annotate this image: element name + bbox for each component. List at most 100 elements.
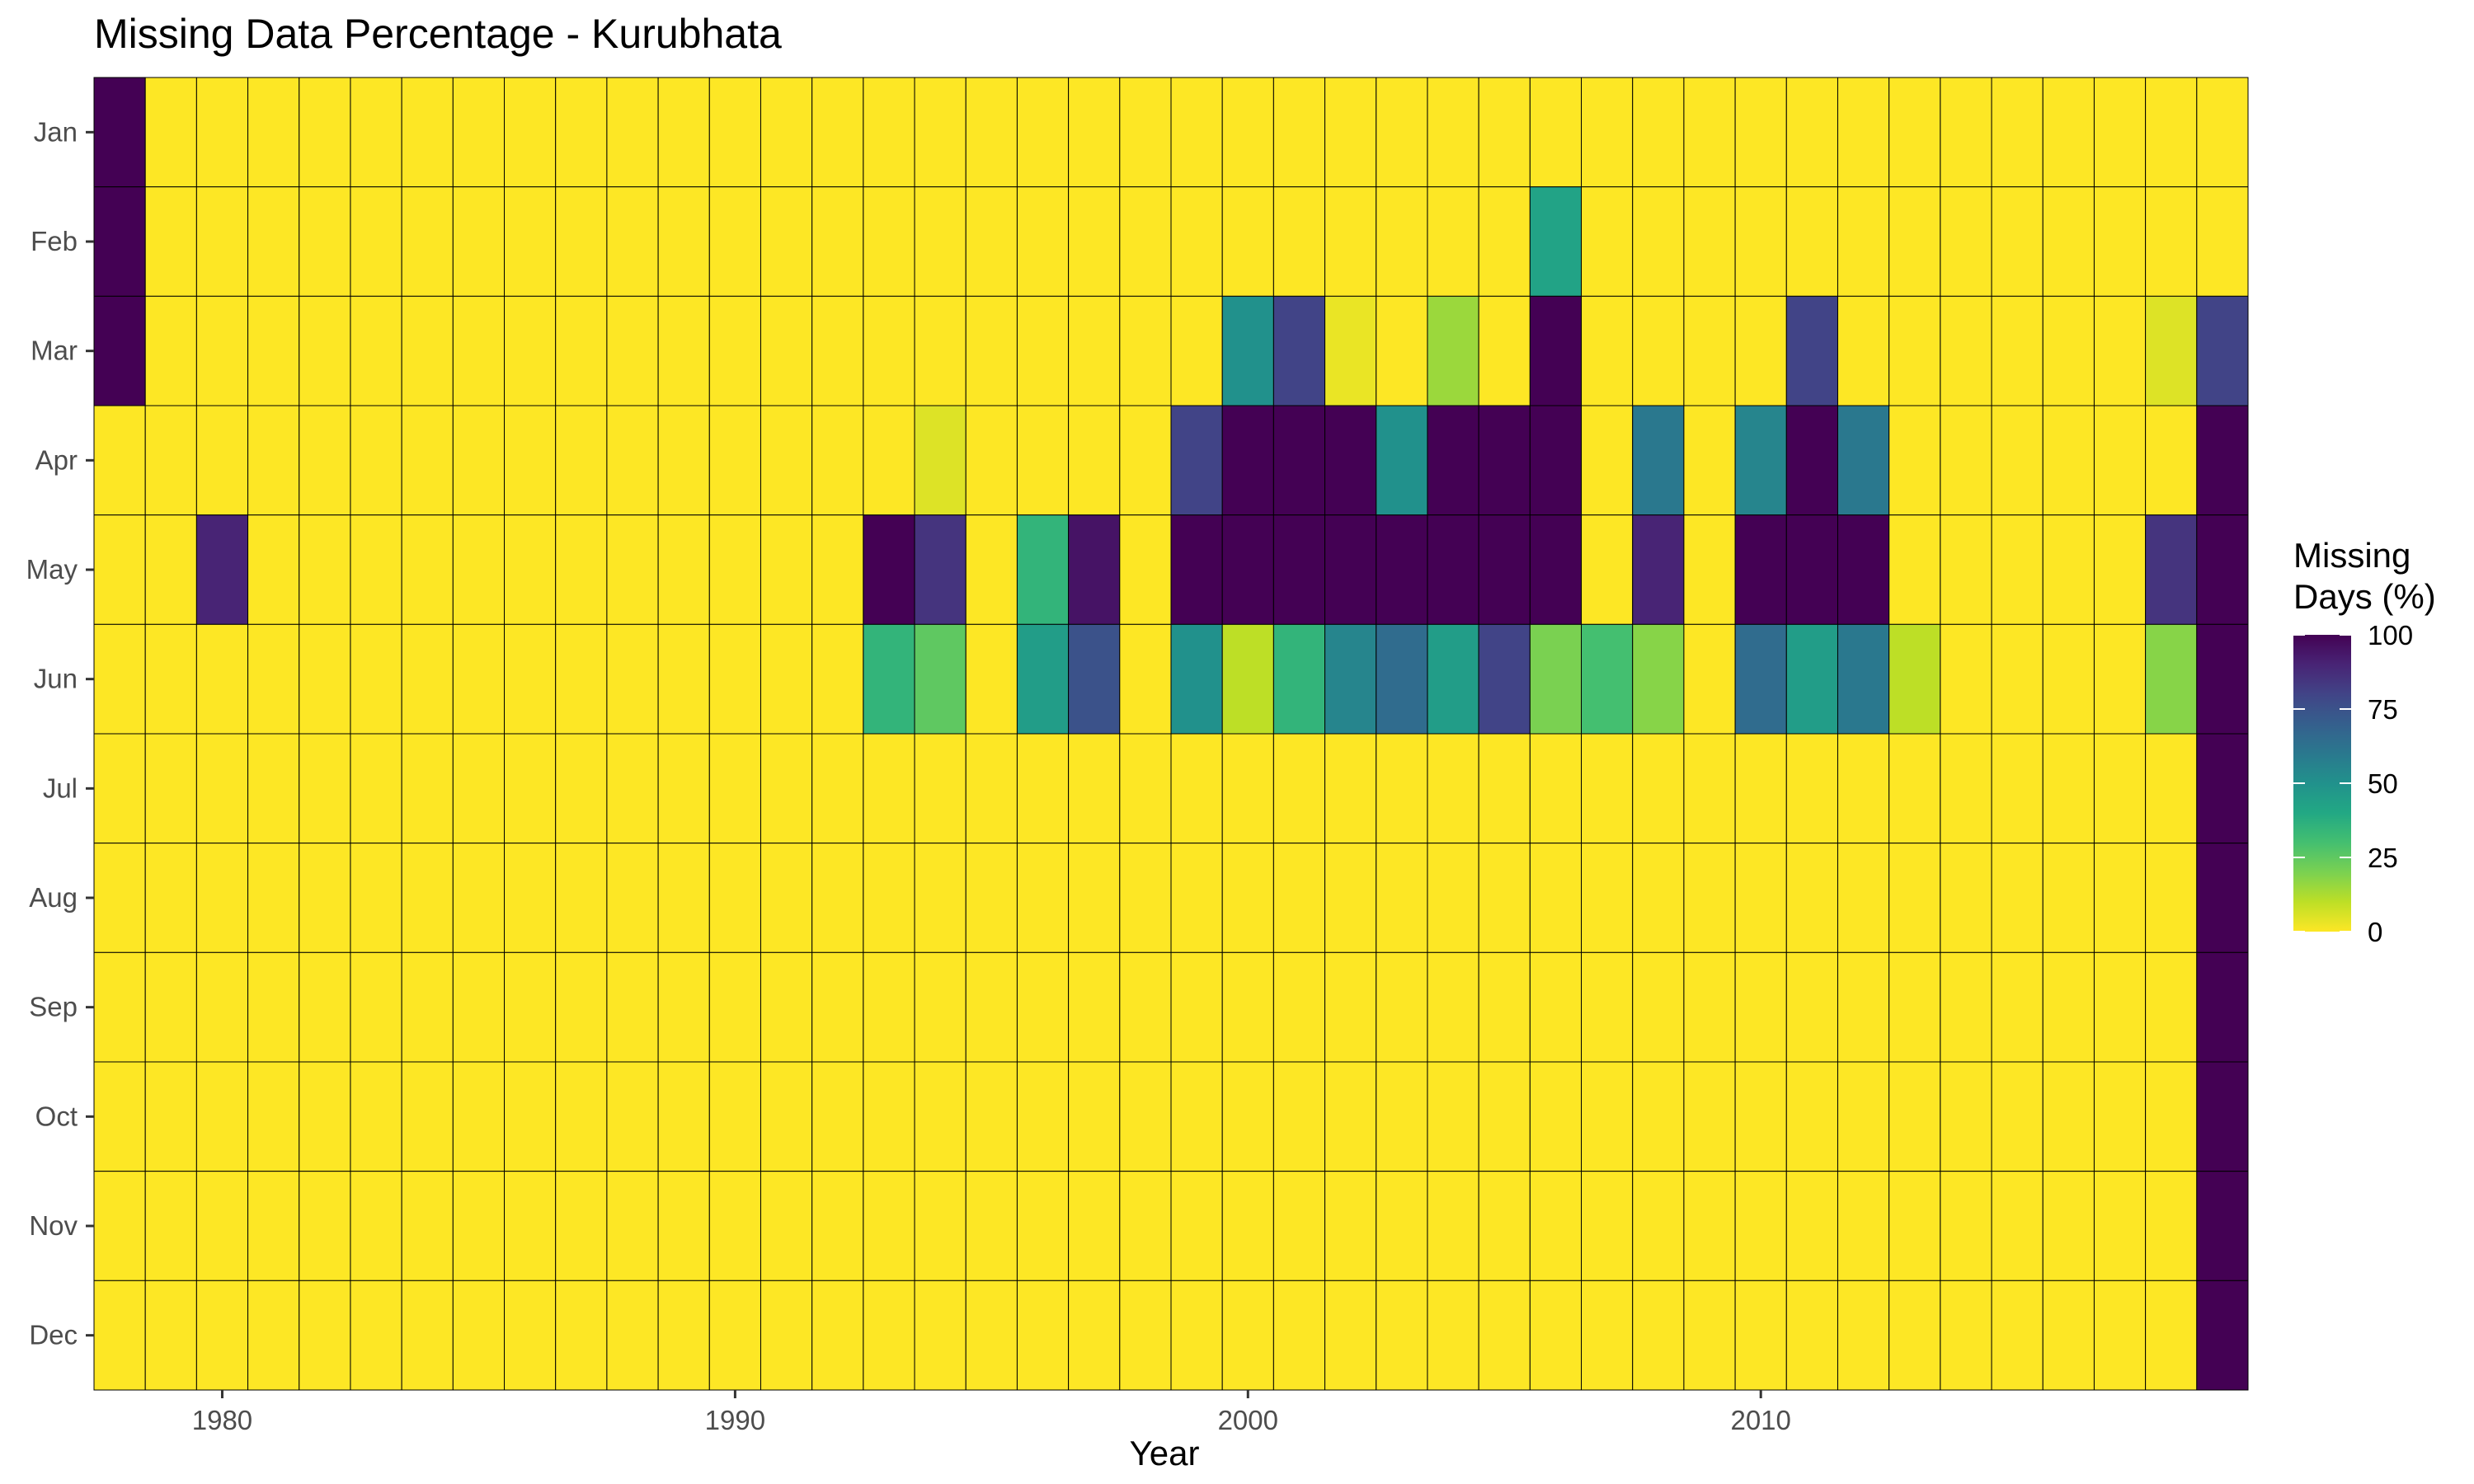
heatmap-cell-nov-2010 (1734, 1171, 1787, 1281)
heatmap-cell-mar-2007 (1581, 295, 1634, 406)
heatmap-cell-dec-2015 (1991, 1280, 2044, 1391)
heatmap-cell-feb-1994 (914, 186, 967, 297)
heatmap-cell-may-2014 (1940, 514, 1992, 625)
heatmap-cell-may-2006 (1529, 514, 1583, 625)
heatmap-cell-mar-1985 (452, 295, 506, 406)
heatmap-cell-feb-1992 (811, 186, 864, 297)
heatmap-cell-may-1978 (93, 514, 146, 625)
heatmap-cell-apr-1981 (247, 405, 300, 516)
heatmap-cell-oct-1992 (811, 1061, 864, 1172)
heatmap-cell-oct-2004 (1427, 1061, 1479, 1172)
heatmap-cell-aug-1980 (195, 843, 249, 953)
heatmap-cell-apr-2015 (1991, 405, 2044, 516)
heatmap-cell-dec-2001 (1272, 1280, 1326, 1391)
heatmap-cell-nov-2015 (1991, 1171, 2044, 1281)
heatmap-cell-jan-2006 (1529, 77, 1583, 188)
heatmap-cell-jun-1997 (1068, 623, 1121, 735)
heatmap-cell-oct-1988 (606, 1061, 659, 1172)
heatmap-cell-feb-2009 (1683, 186, 1736, 297)
heatmap-cell-mar-2001 (1272, 295, 1326, 406)
heatmap-cell-jan-2001 (1272, 77, 1326, 188)
heatmap-cell-dec-1981 (247, 1280, 300, 1391)
heatmap-cell-feb-2016 (2042, 186, 2095, 297)
heatmap-cell-sep-1987 (555, 951, 608, 1063)
heatmap-cell-may-2004 (1427, 514, 1479, 625)
heatmap-cell-jul-1991 (760, 733, 813, 844)
heatmap-cell-nov-2012 (1837, 1171, 1890, 1281)
x-axis-title: Year (1130, 1434, 1200, 1472)
heatmap-cell-jul-1980 (195, 733, 249, 844)
heatmap-cell-sep-2017 (2093, 951, 2147, 1063)
heatmap-cell-apr-2019 (2196, 405, 2249, 516)
heatmap-cell-apr-1991 (760, 405, 813, 516)
heatmap-cell-sep-2012 (1837, 951, 1890, 1063)
heatmap-cell-jul-1988 (606, 733, 659, 844)
heatmap-cell-jul-2000 (1221, 733, 1274, 844)
heatmap-cell-mar-2002 (1324, 295, 1377, 406)
heatmap-cell-jul-2005 (1478, 733, 1531, 844)
heatmap-cell-mar-2004 (1427, 295, 1479, 406)
heatmap-cell-oct-2014 (1940, 1061, 1992, 1172)
heatmap-cell-jul-2008 (1632, 733, 1685, 844)
heatmap-cell-aug-1999 (1170, 843, 1223, 953)
heatmap-cell-aug-2004 (1427, 843, 1479, 953)
heatmap-cell-mar-1993 (863, 295, 915, 406)
heatmap-cell-mar-1980 (195, 295, 249, 406)
heatmap-cell-jun-1993 (863, 623, 915, 735)
heatmap-cell-jan-2014 (1940, 77, 1992, 188)
heatmap-cell-jul-1997 (1068, 733, 1121, 844)
heatmap-cell-mar-2006 (1529, 295, 1583, 406)
heatmap-cell-mar-1999 (1170, 295, 1223, 406)
heatmap-cell-oct-2001 (1272, 1061, 1326, 1172)
heatmap-cell-jan-2011 (1785, 77, 1838, 188)
heatmap-cell-jun-2013 (1888, 623, 1941, 735)
heatmap-cell-may-1991 (760, 514, 813, 625)
heatmap-cell-mar-1998 (1119, 295, 1172, 406)
heatmap-cell-aug-1979 (144, 843, 197, 953)
heatmap-cell-sep-1980 (195, 951, 249, 1063)
heatmap-cell-dec-2014 (1940, 1280, 1992, 1391)
heatmap-cell-aug-1978 (93, 843, 146, 953)
heatmap-cell-mar-1984 (401, 295, 454, 406)
heatmap-cell-dec-1999 (1170, 1280, 1223, 1391)
heatmap-cell-dec-2013 (1888, 1280, 1941, 1391)
heatmap-cell-nov-1983 (350, 1171, 402, 1281)
heatmap-cell-feb-2012 (1837, 186, 1890, 297)
heatmap-cell-jul-2017 (2093, 733, 2147, 844)
heatmap-cell-jun-2011 (1785, 623, 1838, 735)
heatmap-cell-sep-1981 (247, 951, 300, 1063)
heatmap-cell-aug-2006 (1529, 843, 1583, 953)
heatmap-cell-apr-1982 (299, 405, 351, 516)
heatmap-cell-feb-1982 (299, 186, 351, 297)
heatmap-cell-mar-1986 (504, 295, 557, 406)
heatmap-cell-dec-2008 (1632, 1280, 1685, 1391)
heatmap-cell-aug-1985 (452, 843, 506, 953)
heatmap-cell-sep-1995 (965, 951, 1018, 1063)
heatmap-cell-oct-1994 (914, 1061, 967, 1172)
heatmap-cell-apr-1989 (657, 405, 710, 516)
heatmap-cell-mar-1994 (914, 295, 967, 406)
heatmap-cell-jul-2019 (2196, 733, 2249, 844)
heatmap-cell-apr-2013 (1888, 405, 1941, 516)
heatmap-cell-sep-2005 (1478, 951, 1531, 1063)
heatmap-cell-sep-1996 (1016, 951, 1070, 1063)
heatmap-cell-may-1992 (811, 514, 864, 625)
y-tick-label-feb: Feb (31, 226, 78, 256)
heatmap-cell-jan-2019 (2196, 77, 2249, 188)
heatmap-cell-mar-2008 (1632, 295, 1685, 406)
heatmap-cell-apr-1983 (350, 405, 402, 516)
heatmap-cell-jan-1997 (1068, 77, 1121, 188)
heatmap-cell-feb-1989 (657, 186, 710, 297)
heatmap-cell-dec-2017 (2093, 1280, 2147, 1391)
heatmap-cell-may-1984 (401, 514, 454, 625)
heatmap-cell-apr-1985 (452, 405, 506, 516)
heatmap-cell-oct-1993 (863, 1061, 915, 1172)
heatmap-cell-dec-1984 (401, 1280, 454, 1391)
heatmap-cell-jan-2002 (1324, 77, 1377, 188)
heatmap-cell-aug-2011 (1785, 843, 1838, 953)
heatmap-cell-apr-2003 (1376, 405, 1428, 516)
heatmap-cell-jan-1999 (1170, 77, 1223, 188)
heatmap-cell-apr-1990 (708, 405, 761, 516)
heatmap-cell-jul-2001 (1272, 733, 1326, 844)
